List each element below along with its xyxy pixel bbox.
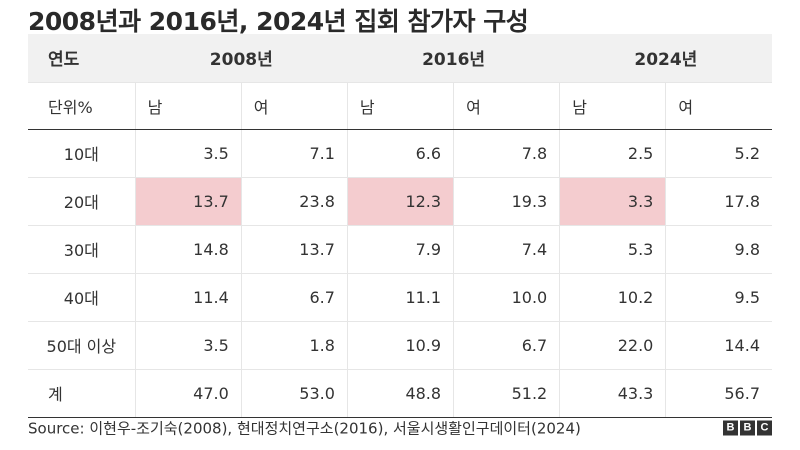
row-label: 10대: [28, 129, 136, 178]
value-cell: 22.0: [559, 321, 666, 370]
value-cell: 10.9: [346, 321, 454, 370]
value-cell: 17.8: [665, 177, 772, 226]
sex-label-female: 여: [453, 82, 560, 130]
year-header-row: 연도 2008년 2016년 2024년: [28, 34, 772, 83]
chart-title: 2008년과 2016년, 2024년 집회 참가자 구성: [28, 7, 529, 36]
sex-label-male: 남: [559, 82, 666, 130]
year-header-2024: 2024년: [559, 34, 772, 83]
value-cell: 2.5: [559, 129, 666, 178]
value-cell: 5.2: [665, 129, 772, 178]
table-row: 30대 14.8 13.7 7.9 7.4 5.3 9.8: [28, 225, 772, 274]
value-cell: 6.6: [346, 129, 454, 178]
value-cell: 7.4: [453, 225, 560, 274]
table-row: 계 47.0 53.0 48.8 51.2 43.3 56.7: [28, 369, 772, 418]
value-cell: 14.4: [665, 321, 772, 370]
table-row: 50대 이상 3.5 1.8 10.9 6.7 22.0 14.4: [28, 321, 772, 370]
sex-label-female: 여: [665, 82, 772, 130]
value-cell: 9.8: [665, 225, 772, 274]
source-note: Source: 이현우-조기숙(2008), 현대정치연구소(2016), 서울…: [28, 419, 581, 438]
value-cell: 7.1: [240, 129, 348, 178]
value-cell: 3.3: [559, 177, 666, 226]
value-cell: 19.3: [453, 177, 560, 226]
value-cell: 10.2: [559, 273, 666, 322]
value-cell: 6.7: [453, 321, 560, 370]
row-label: 계: [28, 369, 136, 418]
value-cell: 48.8: [346, 369, 454, 418]
value-cell: 23.8: [240, 177, 348, 226]
value-cell: 14.8: [134, 225, 242, 274]
value-cell: 56.7: [665, 369, 772, 418]
row-label: 30대: [28, 225, 136, 274]
value-cell: 10.0: [453, 273, 560, 322]
bbc-logo: B B C: [723, 420, 772, 436]
value-cell: 3.5: [134, 321, 242, 370]
value-cell: 7.9: [346, 225, 454, 274]
row-label: 50대 이상: [28, 321, 136, 370]
value-cell: 43.3: [559, 369, 666, 418]
sex-label-male: 남: [346, 82, 454, 130]
value-cell: 11.1: [346, 273, 454, 322]
value-cell: 1.8: [240, 321, 348, 370]
table-row: 40대 11.4 6.7 11.1 10.0 10.2 9.5: [28, 273, 772, 322]
logo-letter: B: [740, 420, 755, 436]
year-header-2008: 2008년: [135, 34, 348, 83]
year-header-label: 연도: [28, 34, 136, 83]
value-cell: 6.7: [240, 273, 348, 322]
logo-letter: B: [723, 420, 738, 436]
sex-label-male: 남: [134, 82, 242, 130]
sex-header-row: 단위% 남 여 남 여 남 여: [28, 82, 772, 130]
value-cell: 5.3: [559, 225, 666, 274]
value-cell: 11.4: [134, 273, 242, 322]
value-cell: 53.0: [240, 369, 348, 418]
row-label: 40대: [28, 273, 136, 322]
logo-letter: C: [757, 420, 772, 436]
value-cell: 51.2: [453, 369, 560, 418]
value-cell: 13.7: [134, 177, 242, 226]
value-cell: 13.7: [240, 225, 348, 274]
sex-label-female: 여: [240, 82, 348, 130]
year-header-2016: 2016년: [347, 34, 560, 83]
unit-label: 단위%: [28, 82, 136, 130]
value-cell: 12.3: [346, 177, 454, 226]
data-table: 연도 2008년 2016년 2024년 단위% 남 여 남 여 남 여 10대…: [28, 34, 772, 418]
value-cell: 7.8: [453, 129, 560, 178]
table-row: 20대 13.7 23.8 12.3 19.3 3.3 17.8: [28, 177, 772, 226]
value-cell: 47.0: [134, 369, 242, 418]
row-label: 20대: [28, 177, 136, 226]
value-cell: 3.5: [134, 129, 242, 178]
table-row: 10대 3.5 7.1 6.6 7.8 2.5 5.2: [28, 129, 772, 178]
value-cell: 9.5: [665, 273, 772, 322]
